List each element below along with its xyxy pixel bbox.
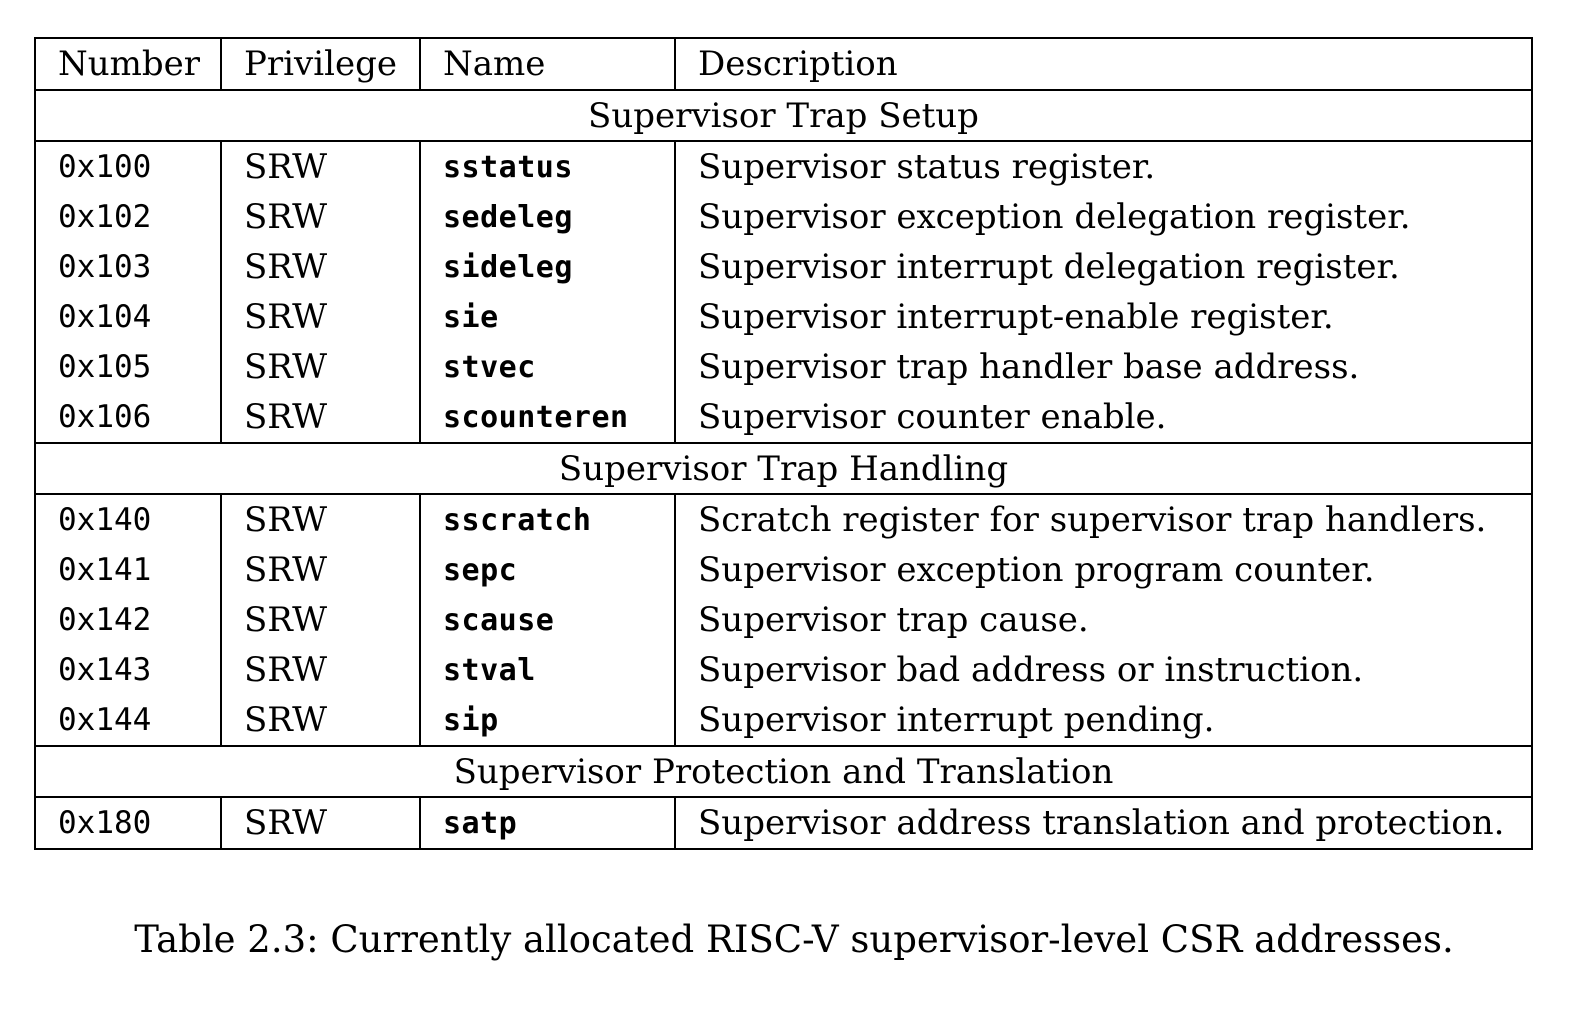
cell-description: Supervisor interrupt-enable register. — [674, 292, 1533, 342]
cell-description: Supervisor address translation and prote… — [674, 797, 1533, 850]
cell-description: Supervisor exception program counter. — [674, 545, 1533, 595]
cell-description: Supervisor exception delegation register… — [674, 192, 1533, 242]
cell-number: 0x142 — [34, 595, 222, 645]
csr-table: Number Privilege Name Description Superv… — [34, 37, 1533, 850]
section-title: Supervisor Trap Setup — [34, 89, 1533, 142]
cell-number: 0x100 — [34, 141, 222, 192]
table-row: 0x104 SRW sie Supervisor interrupt-enable r… — [34, 292, 1533, 342]
cell-name: stval — [419, 645, 676, 695]
cell-privilege: SRW — [220, 797, 421, 850]
cell-name: stvec — [419, 342, 676, 392]
cell-name: satp — [419, 797, 676, 850]
cell-number: 0x143 — [34, 645, 222, 695]
table-row: 0x102 SRW sedeleg Supervisor exception dele… — [34, 192, 1533, 242]
cell-number: 0x144 — [34, 695, 222, 747]
table-row: 0x141 SRW sepc Supervisor exception program… — [34, 545, 1533, 595]
cell-name: sip — [419, 695, 676, 747]
cell-name: sepc — [419, 545, 676, 595]
cell-privilege: SRW — [220, 242, 421, 292]
table-row: 0x105 SRW stvec Supervisor trap handler bas… — [34, 342, 1533, 392]
cell-description: Supervisor interrupt pending. — [674, 695, 1533, 747]
cell-number: 0x140 — [34, 494, 222, 545]
cell-privilege: SRW — [220, 695, 421, 747]
table-row: 0x106 SRW scounteren Supervisor counter ena… — [34, 392, 1533, 444]
cell-name: sedeleg — [419, 192, 676, 242]
header-name: Name — [419, 37, 676, 91]
table-row: 0x143 SRW stval Supervisor bad address or i… — [34, 645, 1533, 695]
table-header: Number Privilege Name Description — [34, 37, 1533, 91]
cell-description: Supervisor bad address or instruction. — [674, 645, 1533, 695]
cell-number: 0x102 — [34, 192, 222, 242]
cell-privilege: SRW — [220, 192, 421, 242]
table-row: 0x100 SRW sstatus Supervisor status registe… — [34, 141, 1533, 192]
cell-privilege: SRW — [220, 342, 421, 392]
table-row: 0x180 SRW satp Supervisor address translati… — [34, 797, 1533, 850]
cell-privilege: SRW — [220, 392, 421, 444]
cell-name: scounteren — [419, 392, 676, 444]
header-privilege: Privilege — [220, 37, 421, 91]
cell-number: 0x104 — [34, 292, 222, 342]
cell-number: 0x105 — [34, 342, 222, 392]
cell-description: Supervisor counter enable. — [674, 392, 1533, 444]
cell-description: Supervisor interrupt delegation register… — [674, 242, 1533, 292]
table-row: 0x103 SRW sideleg Supervisor interrupt dele… — [34, 242, 1533, 292]
cell-number: 0x180 — [34, 797, 222, 850]
cell-privilege: SRW — [220, 595, 421, 645]
cell-privilege: SRW — [220, 141, 421, 192]
cell-description: Supervisor trap handler base address. — [674, 342, 1533, 392]
cell-number: 0x106 — [34, 392, 222, 444]
cell-description: Scratch register for supervisor trap han… — [674, 494, 1533, 545]
cell-name: sideleg — [419, 242, 676, 292]
section-row: Supervisor Trap Setup — [34, 89, 1533, 142]
section-row: Supervisor Protection and Translation — [34, 745, 1533, 798]
cell-name: sie — [419, 292, 676, 342]
cell-name: scause — [419, 595, 676, 645]
cell-name: sstatus — [419, 141, 676, 192]
table-caption: Table 2.3: Currently allocated RISC-V su… — [134, 918, 1454, 961]
cell-description: Supervisor status register. — [674, 141, 1533, 192]
table-row: 0x142 SRW scause Supervisor trap cause. — [34, 595, 1533, 645]
cell-privilege: SRW — [220, 545, 421, 595]
cell-privilege: SRW — [220, 292, 421, 342]
header-number: Number — [34, 37, 222, 91]
cell-name: sscratch — [419, 494, 676, 545]
table-body: Supervisor Trap Setup 0x100 SRW sstatus Supe… — [34, 89, 1533, 850]
table-row: 0x144 SRW sip Supervisor interrupt pending. — [34, 695, 1533, 747]
cell-privilege: SRW — [220, 645, 421, 695]
cell-privilege: SRW — [220, 494, 421, 545]
header-description: Description — [674, 37, 1533, 91]
cell-description: Supervisor trap cause. — [674, 595, 1533, 645]
section-row: Supervisor Trap Handling — [34, 442, 1533, 495]
cell-number: 0x141 — [34, 545, 222, 595]
section-title: Supervisor Trap Handling — [34, 442, 1533, 495]
cell-number: 0x103 — [34, 242, 222, 292]
table-row: 0x140 SRW sscratch Scratch register for sup… — [34, 494, 1533, 545]
section-title: Supervisor Protection and Translation — [34, 745, 1533, 798]
header-row: Number Privilege Name Description — [34, 37, 1533, 91]
